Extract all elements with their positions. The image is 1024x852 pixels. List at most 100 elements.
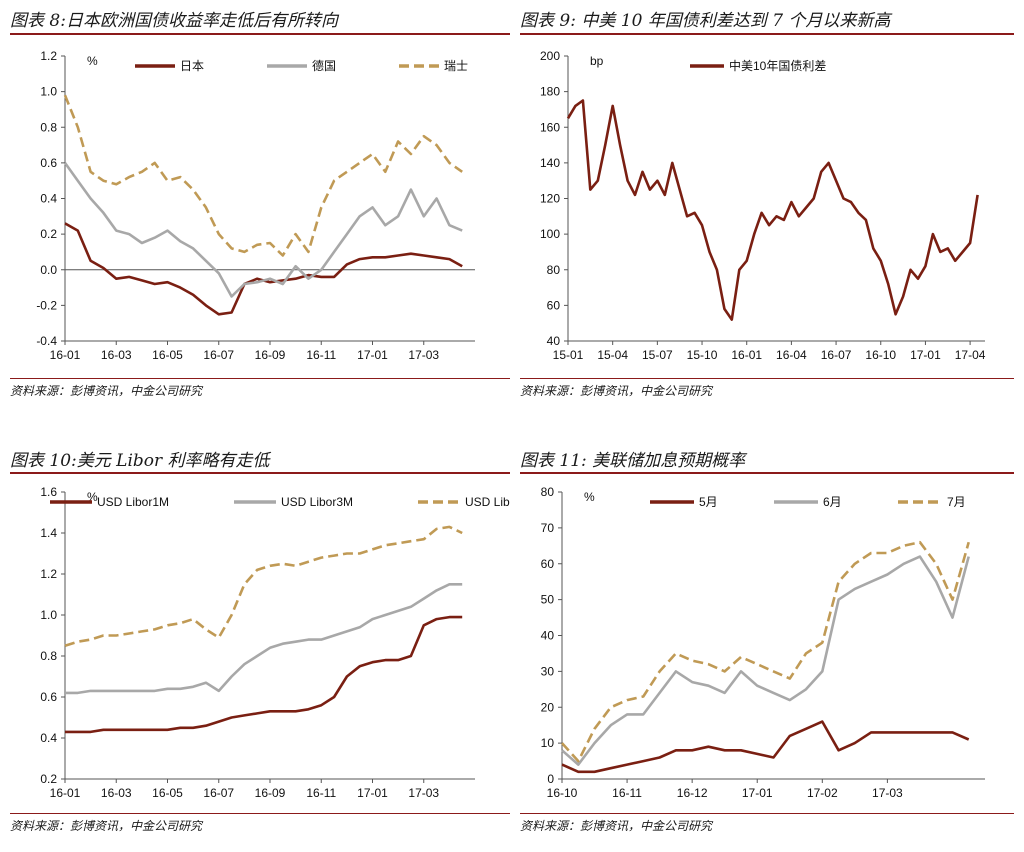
chart-panel-jp-eu-yields: 图表 8:日本欧洲国债收益率走低后有所转向 -0.4 -0.2 0.0 0.2 0.4 0…	[10, 0, 510, 420]
x-tick-label: 15-10	[687, 348, 718, 362]
series-line	[64, 525, 463, 648]
legend-label: 德国	[312, 58, 336, 73]
x-tick-label: 16-04	[776, 348, 807, 362]
y-tick-label: 0	[547, 772, 554, 786]
x-tick-label: 17-01	[357, 348, 388, 362]
source-note: 资料来源：彭博资讯，中金公司研究	[10, 384, 203, 398]
y-tick-label: 140	[540, 156, 560, 170]
x-tick-label: 16-01	[731, 348, 762, 362]
chart-title: 图表 10:美元 Libor 利率略有走低	[10, 451, 270, 471]
y-tick-label: 60	[547, 298, 561, 312]
chart-title: 图表 8:日本欧洲国债收益率走低后有所转向	[10, 11, 338, 31]
series-line	[65, 583, 463, 695]
x-tick-label: 16-03	[101, 348, 132, 362]
source-note: 资料来源：彭博资讯，中金公司研究	[10, 819, 203, 833]
y-tick-label: -0.4	[36, 334, 57, 348]
x-tick-label: 16-05	[152, 348, 183, 362]
y-tick-label: 0.0	[40, 263, 57, 277]
x-tick-label: 17-03	[872, 786, 903, 800]
unit-label: bp	[590, 54, 604, 68]
x-tick-label: 17-04	[955, 348, 986, 362]
x-tick-label: 15-04	[597, 348, 628, 362]
series-line	[561, 720, 970, 774]
source-rule	[520, 378, 1014, 379]
y-tick-label: 1.6	[40, 485, 57, 499]
chart-panel-fed-hike-prob: 图表 11: 美联储加息预期概率 0 10 20 30 40 50 60 70 80 16-10 1…	[520, 440, 1014, 850]
unit-label: %	[584, 490, 595, 504]
y-tick-label: -0.2	[36, 298, 57, 312]
x-tick-label: 16-10	[865, 348, 896, 362]
y-tick-label: 180	[540, 85, 560, 99]
legend-label: USD Libor1M	[97, 495, 169, 509]
x-tick-label: 16-11	[306, 786, 336, 800]
chart-plot: -0.4 -0.2 0.0 0.2 0.4 0.6 0.8 1.0 1.2 16-01 16-03 1…	[36, 49, 475, 362]
y-tick-label: 30	[541, 664, 555, 678]
legend-label: USD Libor6M	[465, 495, 510, 509]
x-tick-label: 17-03	[408, 786, 439, 800]
unit-label: %	[87, 490, 98, 504]
legend-label: 瑞士	[444, 59, 468, 73]
y-tick-label: 10	[541, 736, 555, 750]
title-rule	[520, 33, 1014, 35]
x-tick-label: 16-01	[50, 348, 81, 362]
series-line	[65, 615, 463, 734]
chart-plot: 40 60 80 100 120 140 160 180 200 15-01 15-04 15-07 1…	[540, 49, 986, 362]
x-tick-label: 16-07	[821, 348, 852, 362]
chart-plot: 0 10 20 30 40 50 60 70 80 16-10 16-11 16-12 17-01 17-…	[541, 485, 985, 800]
chart-title: 图表 9: 中美 10 年国债利差达到 7 个月以来新高	[520, 11, 891, 31]
source-note: 资料来源：彭博资讯，中金公司研究	[520, 819, 713, 833]
x-tick-label: 17-03	[408, 348, 439, 362]
y-tick-label: 20	[541, 700, 555, 714]
series-line	[561, 555, 970, 766]
chart-panel-cn-us-spread: 图表 9: 中美 10 年国债利差达到 7 个月以来新高 40 60 80 100 12…	[520, 0, 1014, 420]
chart-panel-usd-libor: 图表 10:美元 Libor 利率略有走低 0.2 0.4 0.6 0.8 1.0 1.2…	[10, 440, 510, 850]
y-tick-label: 0.8	[40, 649, 57, 663]
y-tick-label: 1.2	[40, 567, 57, 581]
x-tick-label: 16-09	[255, 348, 286, 362]
chart-title: 图表 11: 美联储加息预期概率	[520, 451, 746, 471]
y-tick-label: 80	[541, 485, 555, 499]
y-tick-label: 1.4	[40, 526, 57, 540]
x-tick-label: 16-05	[152, 786, 183, 800]
series-line	[64, 222, 463, 316]
title-rule	[10, 33, 510, 35]
x-tick-label: 15-01	[553, 348, 584, 362]
y-tick-label: 0.2	[40, 227, 57, 241]
x-tick-label: 16-11	[612, 786, 642, 800]
legend-label: 7月	[947, 495, 966, 509]
x-tick-label: 17-02	[807, 786, 838, 800]
x-tick-label: 16-12	[677, 786, 708, 800]
legend-label: USD Libor3M	[281, 495, 353, 509]
series-line	[566, 99, 979, 321]
x-tick-label: 16-01	[50, 786, 81, 800]
legend-label: 6月	[823, 495, 842, 509]
x-tick-label: 17-01	[910, 348, 941, 362]
y-tick-label: 50	[541, 593, 555, 607]
legend-label: 日本	[180, 59, 204, 73]
y-tick-label: 40	[547, 334, 561, 348]
y-tick-label: 70	[541, 521, 555, 535]
y-tick-label: 0.6	[40, 156, 57, 170]
y-tick-label: 160	[540, 120, 560, 134]
source-rule	[10, 378, 510, 379]
y-tick-label: 0.8	[40, 120, 57, 134]
y-tick-label: 0.2	[40, 772, 57, 786]
source-rule	[520, 813, 1014, 814]
x-tick-label: 16-09	[255, 786, 286, 800]
y-tick-label: 60	[541, 557, 555, 571]
source-note: 资料来源：彭博资讯，中金公司研究	[520, 384, 713, 398]
x-tick-label: 16-07	[203, 348, 234, 362]
y-tick-label: 0.4	[40, 731, 57, 745]
legend-label: 中美10年国债利差	[729, 58, 826, 73]
y-tick-label: 1.0	[40, 85, 57, 99]
y-tick-label: 0.6	[40, 690, 57, 704]
series-line	[63, 162, 463, 298]
title-rule	[520, 472, 1014, 474]
unit-label: %	[87, 54, 98, 68]
series-line	[561, 540, 970, 763]
y-tick-label: 100	[540, 227, 560, 241]
x-tick-label: 16-11	[306, 348, 336, 362]
y-tick-label: 120	[540, 192, 560, 206]
title-rule	[10, 472, 510, 474]
x-tick-label: 17-01	[357, 786, 388, 800]
